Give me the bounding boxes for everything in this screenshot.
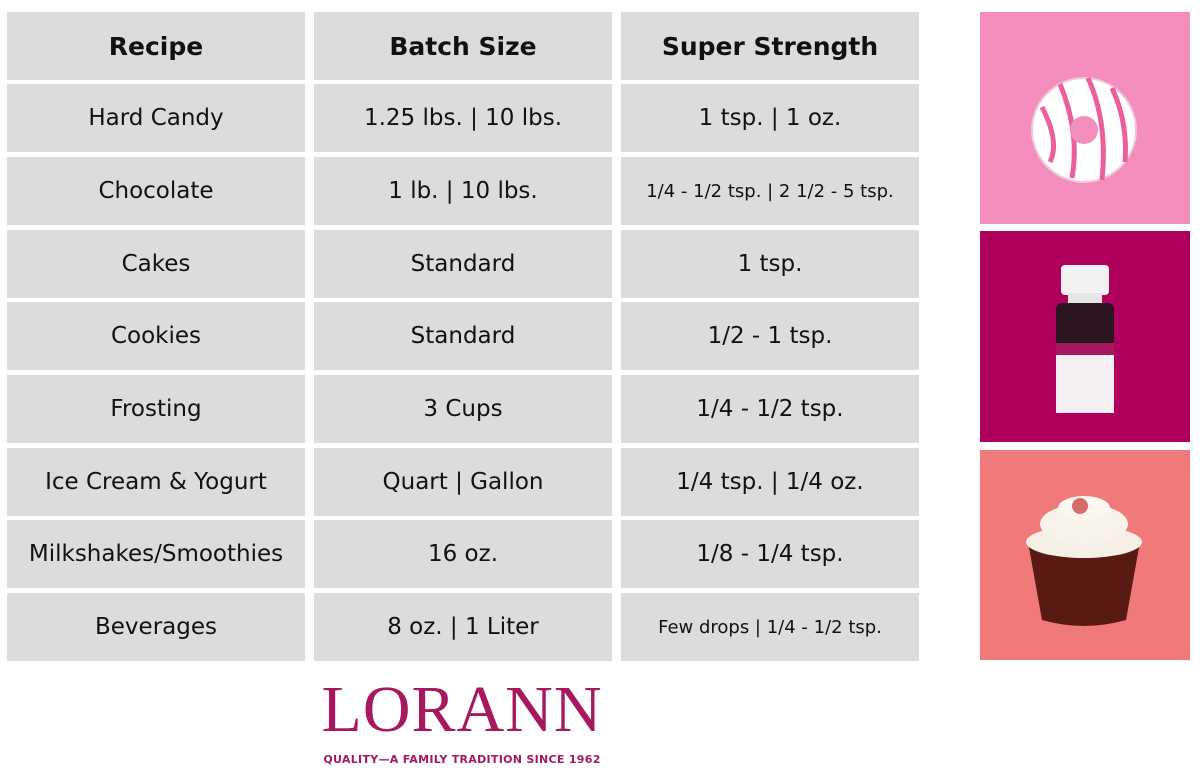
donut-image <box>980 12 1190 224</box>
header-cell: Super Strength <box>621 12 919 80</box>
table-cell: Few drops | 1/4 - 1/2 tsp. <box>621 593 919 661</box>
table-cell: Beverages <box>7 593 305 661</box>
table-cell: Milkshakes/Smoothies <box>7 520 305 588</box>
table-cell: 1 tsp. <box>621 230 919 298</box>
cupcake-graphic <box>1026 496 1142 626</box>
bottle-graphic <box>1056 265 1114 413</box>
donut-graphic <box>1031 76 1137 183</box>
table-cell: 3 Cups <box>314 375 612 443</box>
header-cell: Recipe <box>7 12 305 80</box>
table-cell: 1/8 - 1/4 tsp. <box>621 520 919 588</box>
table-cell: Ice Cream & Yogurt <box>7 448 305 516</box>
table-cell: Hard Candy <box>7 84 305 152</box>
table-cell: 1/4 - 1/2 tsp. <box>621 375 919 443</box>
table-cell: Standard <box>314 230 612 298</box>
tagline: QUALITY—A FAMILY TRADITION SINCE 1962 <box>323 753 601 766</box>
table-cell: 8 oz. | 1 Liter <box>314 593 612 661</box>
table-cell: 16 oz. <box>314 520 612 588</box>
table-cell: 1/2 - 1 tsp. <box>621 302 919 370</box>
table-cell: Cookies <box>7 302 305 370</box>
table-cell: Quart | Gallon <box>314 448 612 516</box>
table-cell: 1/4 tsp. | 1/4 oz. <box>621 448 919 516</box>
table-cell: Standard <box>314 302 612 370</box>
cupcake-image <box>980 450 1190 660</box>
table-cell: 1/4 - 1/2 tsp. | 2 1/2 - 5 tsp. <box>621 157 919 225</box>
table-cell: 1 lb. | 10 lbs. <box>314 157 612 225</box>
table-cell: Chocolate <box>7 157 305 225</box>
table-cell: 1 tsp. | 1 oz. <box>621 84 919 152</box>
table-cell: 1.25 lbs. | 10 lbs. <box>314 84 612 152</box>
header-cell: Batch Size <box>314 12 612 80</box>
table-cell: Frosting <box>7 375 305 443</box>
table-cell: Cakes <box>7 230 305 298</box>
logo: LORANN <box>321 673 603 746</box>
bottle-image <box>980 231 1190 442</box>
